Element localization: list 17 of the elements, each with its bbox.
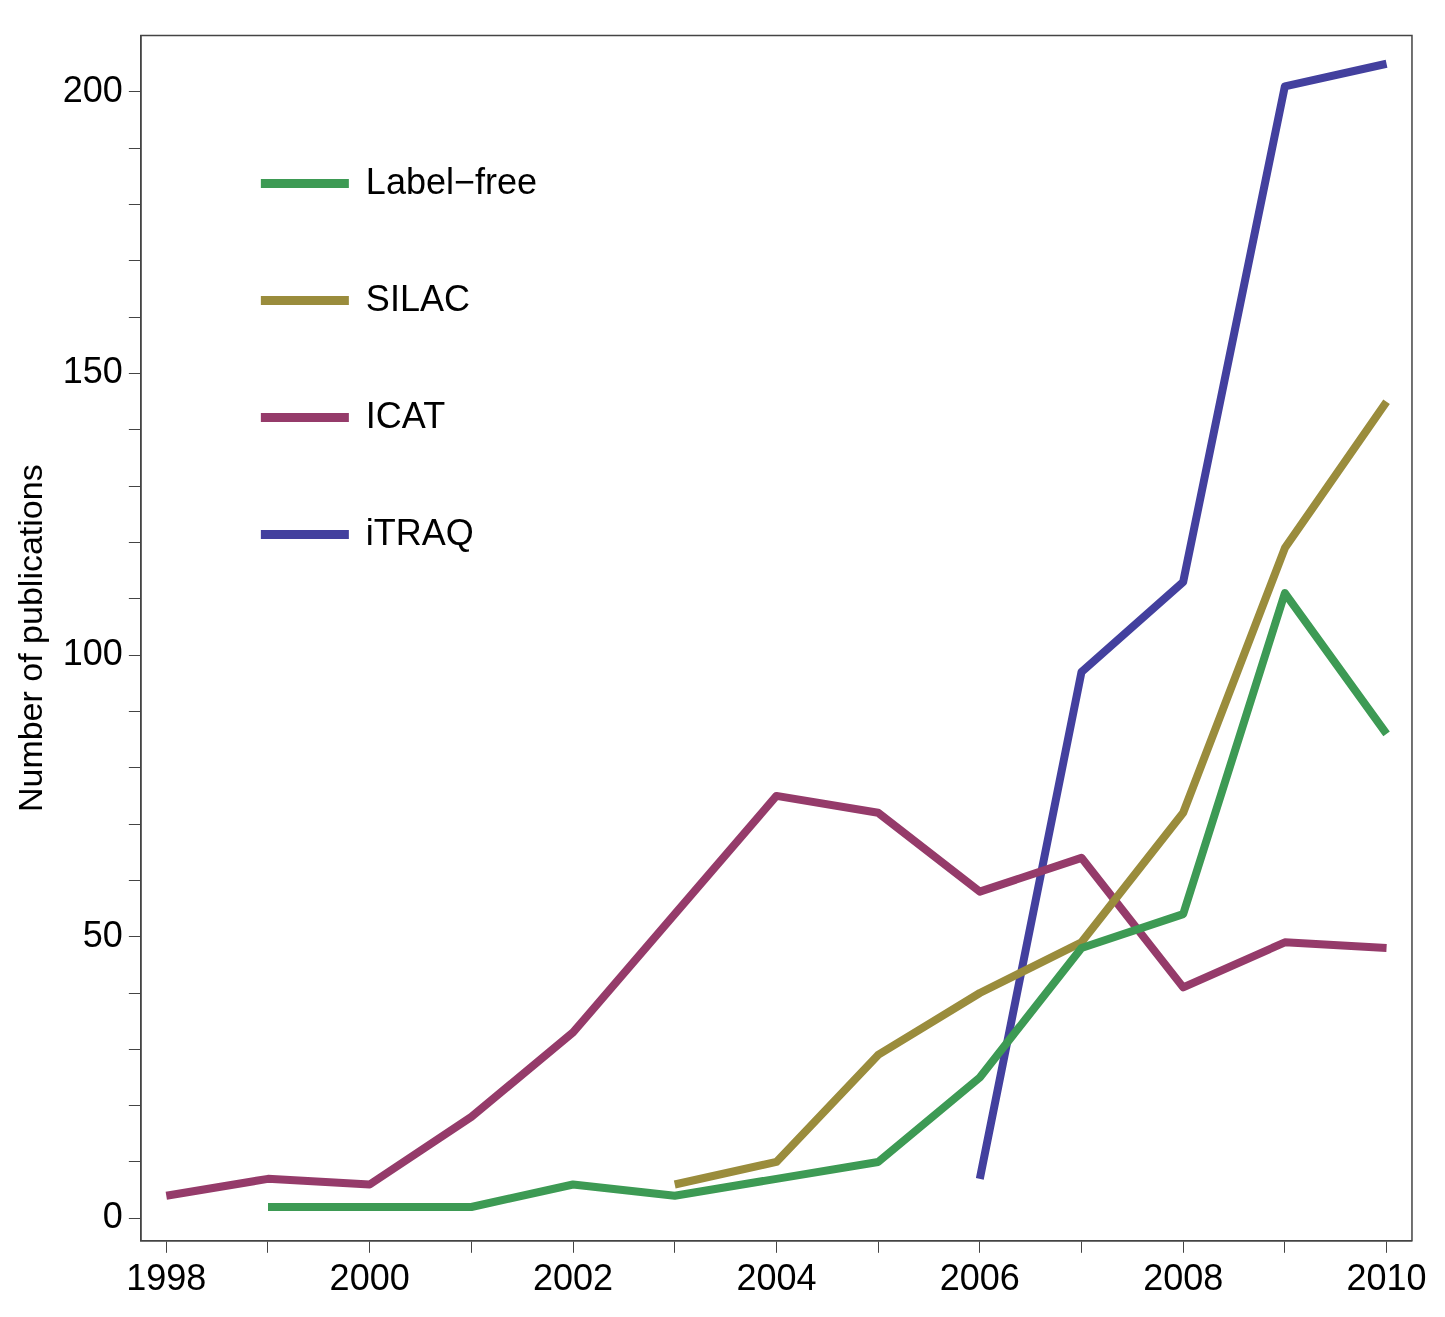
- x-tick-label: 2008: [1143, 1257, 1224, 1299]
- y-axis-title: Number of publications: [10, 464, 49, 813]
- y-tick-label: 100: [62, 632, 123, 674]
- x-tick-label: 2002: [533, 1257, 614, 1299]
- legend-label: ICAT: [365, 394, 446, 436]
- x-tick-label: 2000: [329, 1257, 410, 1299]
- legend-label: Label−free: [365, 160, 538, 202]
- y-tick-label: 150: [62, 350, 123, 392]
- x-tick-label: 2004: [736, 1257, 817, 1299]
- legend-label: iTRAQ: [365, 511, 474, 553]
- y-tick-label: 200: [62, 68, 123, 110]
- legend-label: SILAC: [365, 277, 470, 319]
- y-tick-label: 50: [82, 913, 123, 955]
- x-tick-label: 1998: [126, 1257, 207, 1299]
- y-tick-label: 0: [102, 1195, 123, 1237]
- x-tick-label: 2010: [1346, 1257, 1427, 1299]
- x-tick-label: 2006: [939, 1257, 1020, 1299]
